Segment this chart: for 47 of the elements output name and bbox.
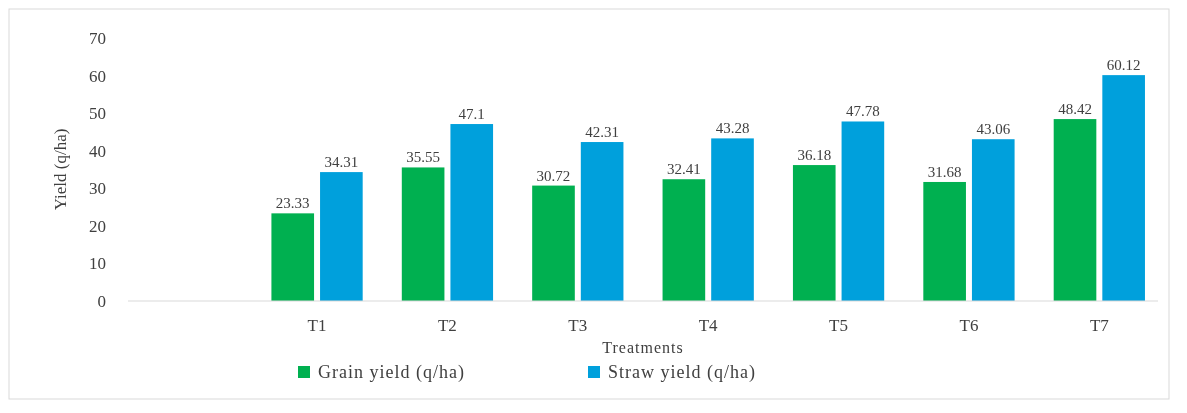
bar	[711, 138, 754, 301]
x-tick-label: T6	[959, 316, 979, 335]
bar	[271, 213, 315, 301]
y-tick-label: 60	[89, 66, 106, 86]
bar	[532, 185, 575, 301]
x-tick-label: T5	[829, 316, 849, 335]
x-tick-label: T1	[307, 316, 327, 335]
bar	[1053, 119, 1097, 301]
bar	[320, 172, 363, 301]
x-tick-label: T7	[1089, 316, 1110, 335]
data-label: 47.1	[458, 106, 485, 123]
y-tick-label: 20	[89, 216, 106, 236]
x-axis-title: Treatments	[602, 339, 684, 356]
y-tick-label: 70	[89, 28, 106, 48]
bar	[580, 142, 624, 301]
legend-label: Straw yield (q/ha)	[608, 362, 756, 383]
y-tick-label: 40	[89, 141, 106, 161]
data-label: 43.06	[976, 121, 1011, 138]
bar	[923, 181, 966, 301]
data-label: 42.31	[585, 124, 619, 141]
bar	[792, 165, 836, 301]
bar	[971, 139, 1015, 301]
bar	[841, 121, 885, 301]
x-tick-label: T3	[568, 316, 588, 335]
data-label: 30.72	[536, 167, 571, 184]
data-label: 34.31	[324, 154, 359, 171]
data-label: 47.78	[846, 103, 880, 120]
data-label: 36.18	[797, 147, 832, 164]
y-axis-title: Yield (q/ha)	[51, 128, 70, 211]
y-tick-label: 10	[89, 254, 106, 274]
data-label: 60.12	[1106, 57, 1141, 74]
bar	[450, 124, 494, 301]
x-tick-label: T2	[437, 316, 457, 335]
data-label: 43.28	[715, 120, 750, 137]
data-label: 31.68	[927, 163, 962, 180]
bar	[662, 179, 706, 301]
bar	[1102, 75, 1145, 301]
y-tick-label: 0	[97, 291, 106, 311]
data-label: 32.41	[667, 161, 701, 178]
y-tick-label: 50	[89, 104, 106, 124]
data-label: 23.33	[275, 195, 310, 212]
bar	[401, 167, 445, 301]
legend-label: Grain yield (q/ha)	[318, 362, 465, 383]
x-tick-label: T4	[698, 316, 719, 335]
data-label: 48.42	[1058, 101, 1092, 118]
data-label: 35.55	[406, 149, 440, 166]
y-tick-label: 30	[89, 179, 106, 199]
